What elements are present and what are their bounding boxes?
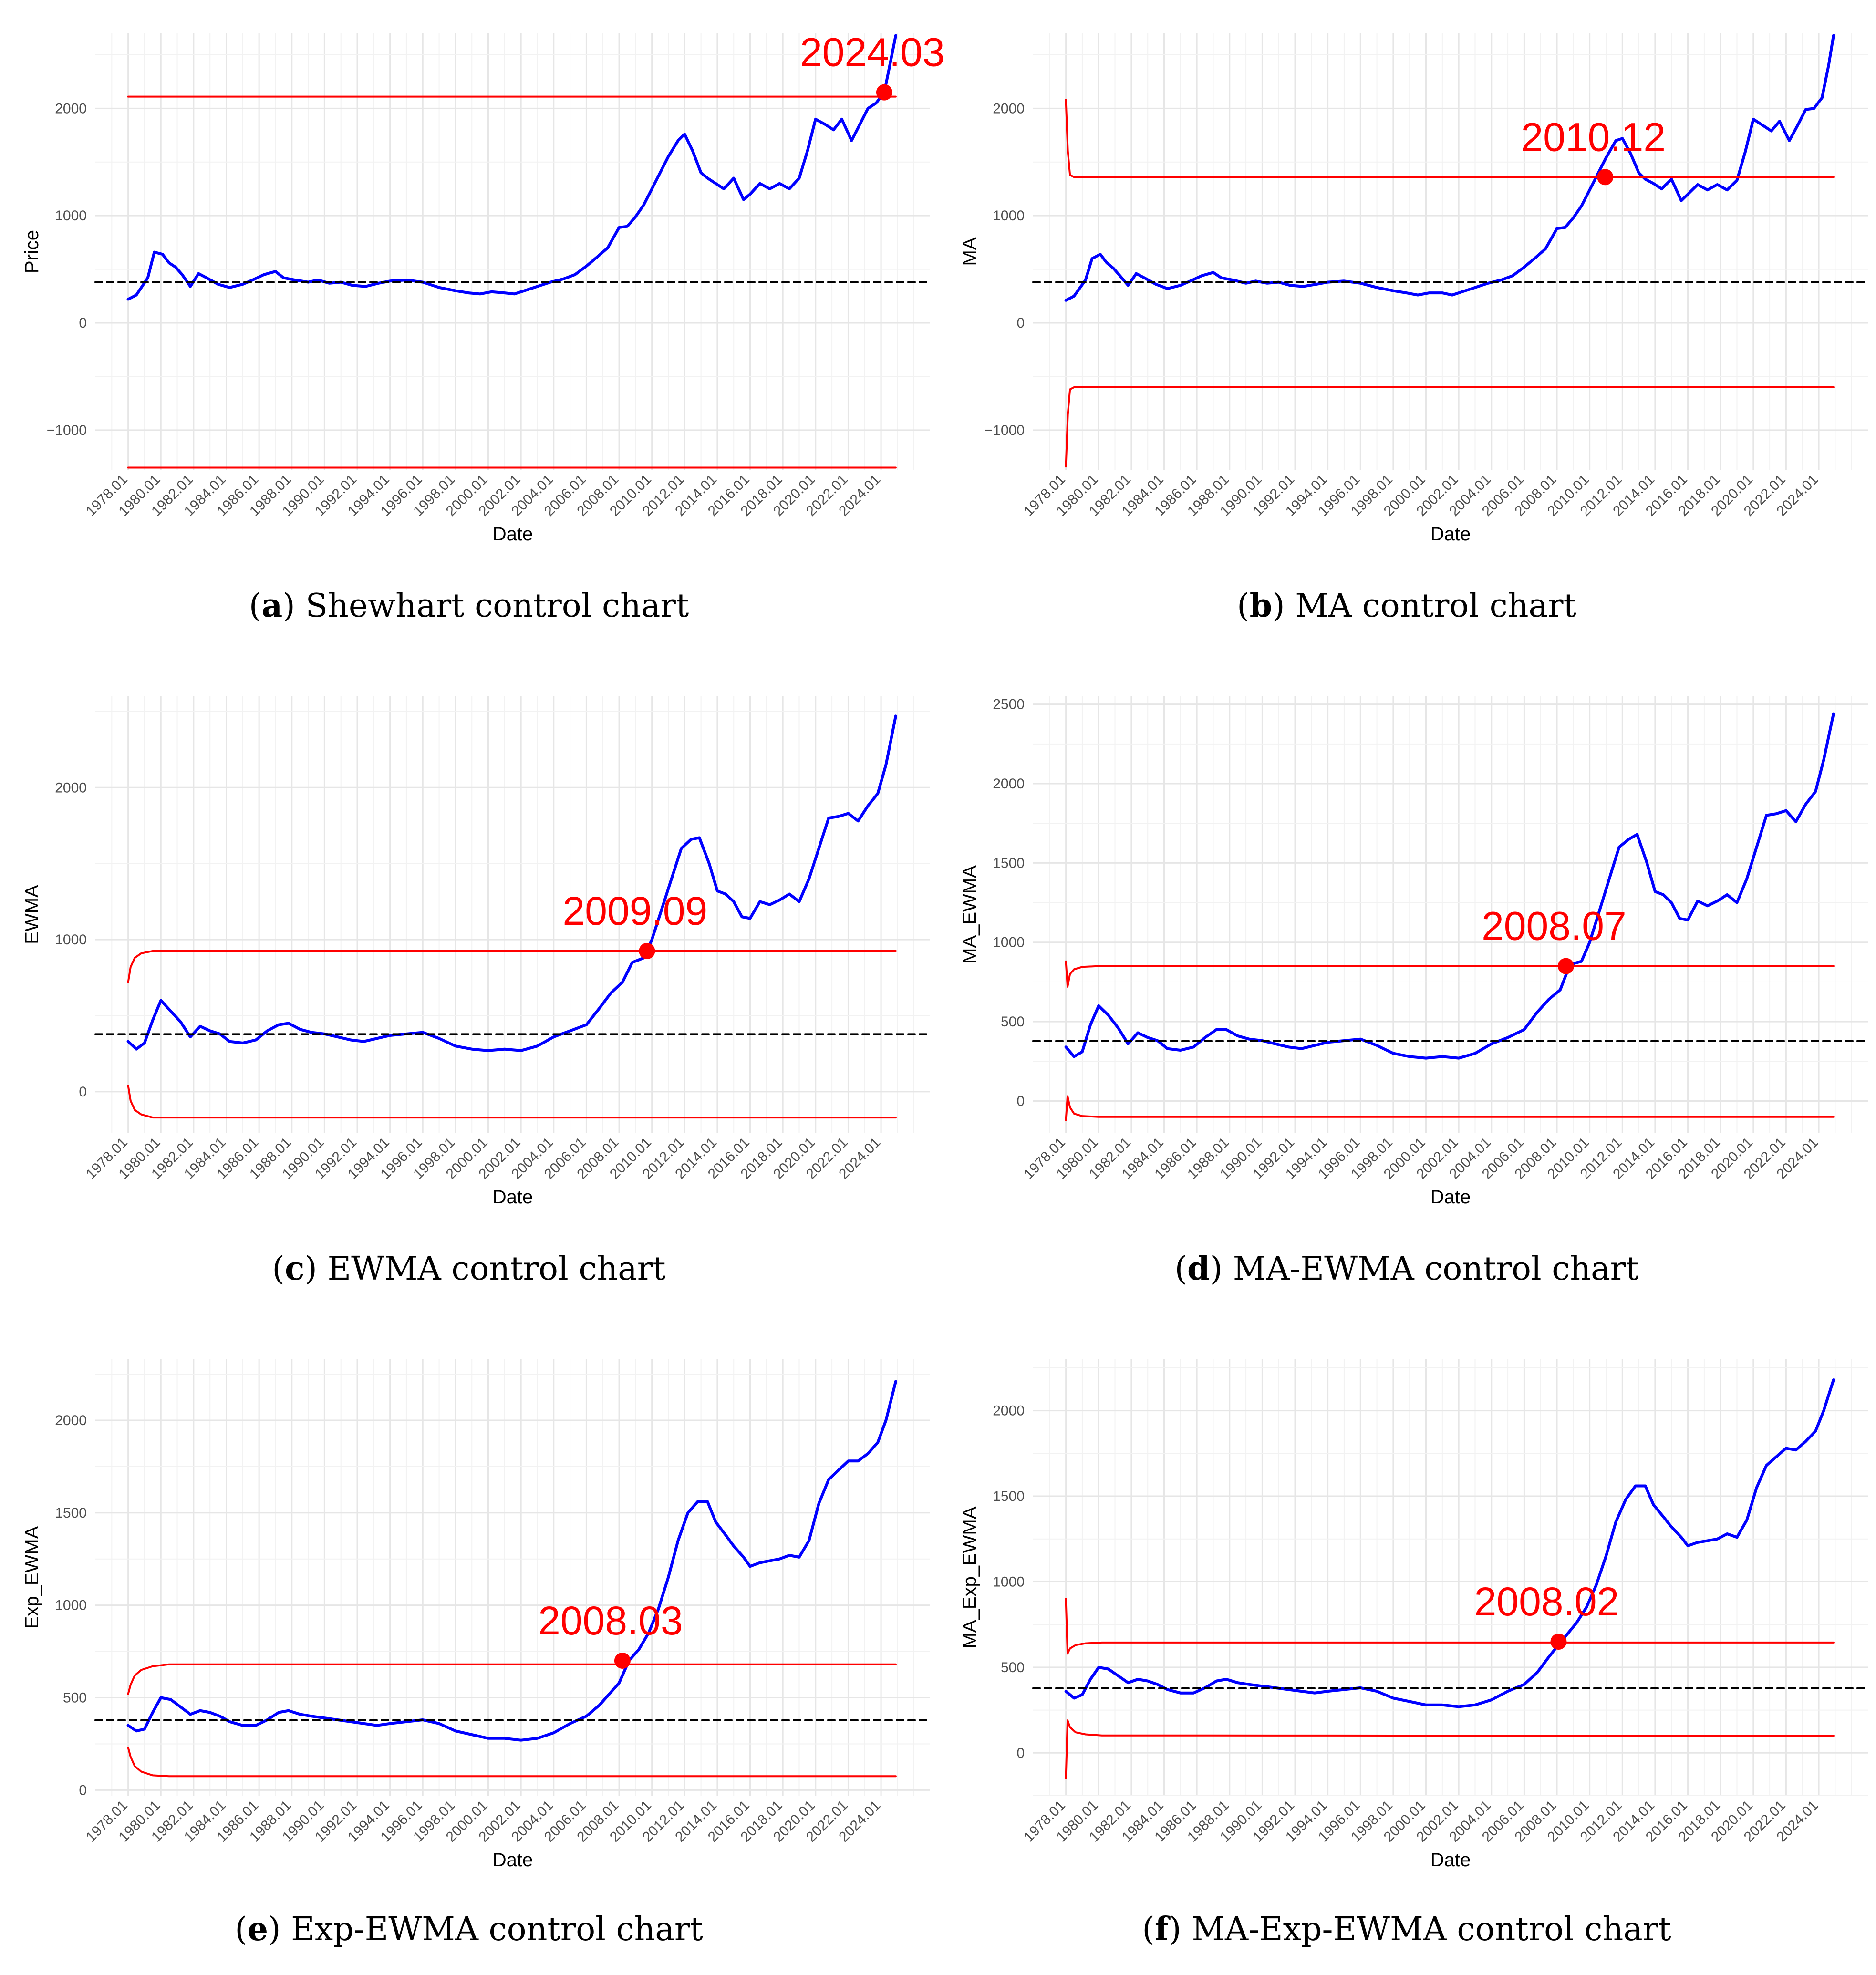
upper-control-limit-f bbox=[1065, 1598, 1835, 1655]
caption-d-letter: d bbox=[1187, 1250, 1210, 1288]
y-tick-label-c-2: 2000 bbox=[55, 780, 87, 796]
signal-point-a bbox=[876, 84, 892, 101]
lower-control-limit-e bbox=[127, 1747, 897, 1778]
signal-label-a: 2024.03 bbox=[800, 30, 945, 75]
upper-control-limit-c bbox=[127, 950, 897, 983]
caption-b: (b) MA control chart bbox=[1237, 587, 1576, 625]
y-tick-label-c-0: 0 bbox=[79, 1084, 87, 1100]
panel-e-grid bbox=[95, 1359, 930, 1796]
x-axis-title-b: Date bbox=[1430, 524, 1471, 545]
panel-a-grid bbox=[95, 33, 930, 470]
y-tick-label-e-1: 500 bbox=[63, 1690, 87, 1706]
y-tick-label-a-3: 2000 bbox=[55, 101, 87, 116]
y-axis-title-e: Exp_EWMA bbox=[21, 1526, 42, 1629]
panel-e-chart: 05001000150020001978.011980.011982.01198… bbox=[21, 1359, 931, 1871]
panel-c-grid bbox=[95, 696, 930, 1133]
caption-f-text: MA-Exp-EWMA control chart bbox=[1192, 1911, 1671, 1948]
caption-d-text: MA-EWMA control chart bbox=[1233, 1250, 1639, 1288]
caption-d: (d) MA-EWMA control chart bbox=[1174, 1250, 1639, 1288]
lower-control-limit-d bbox=[1065, 1095, 1835, 1121]
signal-label-b: 2010.12 bbox=[1521, 114, 1666, 159]
panel-a-chart: −10000100020001978.011980.011982.011984.… bbox=[21, 30, 945, 545]
caption-c-letter: c bbox=[284, 1250, 305, 1288]
statistic-line-b bbox=[1064, 34, 1835, 302]
y-tick-label-e-0: 0 bbox=[79, 1782, 87, 1798]
panel-b-grid bbox=[1033, 33, 1868, 470]
statistic-line-f bbox=[1064, 1378, 1835, 1708]
panel-b-chart: −10000100020001978.011980.011982.011984.… bbox=[959, 33, 1869, 545]
y-tick-label-b-2: 1000 bbox=[993, 208, 1025, 224]
statistic-line-c bbox=[126, 714, 897, 1052]
signal-point-e bbox=[614, 1652, 631, 1669]
y-tick-label-f-2: 1000 bbox=[993, 1574, 1025, 1590]
y-tick-label-f-3: 1500 bbox=[993, 1489, 1025, 1504]
caption-f-letter: f bbox=[1154, 1910, 1169, 1948]
x-axis-title-a: Date bbox=[493, 524, 533, 545]
y-tick-label-d-0: 0 bbox=[1016, 1093, 1025, 1109]
y-tick-label-f-4: 2000 bbox=[993, 1403, 1025, 1419]
caption-b-letter: b bbox=[1249, 587, 1273, 625]
y-axis-title-f: MA_Exp_EWMA bbox=[959, 1506, 980, 1648]
y-tick-label-a-1: 0 bbox=[79, 315, 87, 331]
y-axis-title-d: MA_EWMA bbox=[959, 865, 980, 964]
y-tick-label-b-1: 0 bbox=[1016, 315, 1025, 331]
y-tick-label-d-3: 1500 bbox=[993, 855, 1025, 871]
y-tick-label-a-0: −1000 bbox=[47, 423, 87, 438]
y-tick-label-c-1: 1000 bbox=[55, 932, 87, 948]
signal-point-b bbox=[1597, 169, 1614, 186]
signal-label-f: 2008.02 bbox=[1474, 1579, 1619, 1624]
lower-control-limit-f bbox=[1065, 1719, 1835, 1780]
panel-d-grid bbox=[1033, 696, 1868, 1133]
x-axis-title-e: Date bbox=[493, 1850, 533, 1871]
x-axis-title-c: Date bbox=[493, 1187, 533, 1208]
caption-b-text: MA control chart bbox=[1295, 587, 1576, 625]
y-tick-label-f-1: 500 bbox=[1001, 1660, 1025, 1675]
panel-c-chart: 0100020001978.011980.011982.011984.01198… bbox=[21, 696, 931, 1208]
y-tick-label-b-3: 2000 bbox=[993, 101, 1025, 116]
upper-control-limit-e bbox=[127, 1663, 897, 1695]
caption-e-letter: e bbox=[247, 1910, 269, 1948]
y-axis-title-c: EWMA bbox=[21, 885, 42, 944]
y-axis-title-a: Price bbox=[21, 230, 42, 273]
signal-point-f bbox=[1550, 1634, 1567, 1650]
y-tick-label-d-4: 2000 bbox=[993, 776, 1025, 792]
x-axis-title-d: Date bbox=[1430, 1187, 1471, 1208]
panel-d-chart: 050010001500200025001978.011980.011982.0… bbox=[959, 696, 1869, 1208]
caption-a-text: Shewhart control chart bbox=[305, 587, 689, 625]
y-tick-label-e-3: 1500 bbox=[55, 1505, 87, 1521]
caption-a: (a) Shewhart control chart bbox=[249, 587, 689, 625]
statistic-line-e bbox=[126, 1380, 897, 1742]
caption-e: (e) Exp-EWMA control chart bbox=[235, 1910, 703, 1948]
statistic-line-a bbox=[126, 34, 897, 301]
caption-e-text: Exp-EWMA control chart bbox=[291, 1911, 703, 1948]
signal-point-d bbox=[1557, 958, 1574, 974]
caption-f: (f) MA-Exp-EWMA control chart bbox=[1142, 1910, 1671, 1948]
y-tick-label-d-1: 500 bbox=[1001, 1014, 1025, 1030]
caption-a-letter: a bbox=[261, 587, 283, 625]
caption-c: (c) EWMA control chart bbox=[272, 1250, 666, 1288]
lower-control-limit-c bbox=[127, 1085, 897, 1119]
y-tick-label-d-5: 2500 bbox=[993, 697, 1025, 713]
signal-label-e: 2008.03 bbox=[538, 1598, 683, 1643]
panel-f-grid bbox=[1033, 1359, 1868, 1796]
signal-label-d: 2008.07 bbox=[1482, 904, 1627, 949]
y-tick-label-a-2: 1000 bbox=[55, 208, 87, 224]
lower-control-limit-b bbox=[1065, 386, 1835, 468]
y-tick-label-d-2: 1000 bbox=[993, 935, 1025, 951]
upper-control-limit-b bbox=[1065, 99, 1835, 178]
caption-c-text: EWMA control chart bbox=[327, 1250, 666, 1288]
x-axis-title-f: Date bbox=[1430, 1850, 1471, 1871]
y-tick-label-e-2: 1000 bbox=[55, 1598, 87, 1613]
upper-control-limit-d bbox=[1065, 960, 1835, 988]
signal-point-c bbox=[639, 943, 655, 960]
statistic-line-d bbox=[1064, 712, 1835, 1060]
y-tick-label-b-0: −1000 bbox=[985, 423, 1025, 438]
y-tick-label-e-4: 2000 bbox=[55, 1413, 87, 1428]
y-tick-label-f-0: 0 bbox=[1016, 1745, 1025, 1761]
signal-label-c: 2009.09 bbox=[563, 889, 708, 933]
panel-f-chart: 05001000150020001978.011980.011982.01198… bbox=[959, 1359, 1869, 1871]
y-axis-title-b: MA bbox=[959, 237, 980, 266]
